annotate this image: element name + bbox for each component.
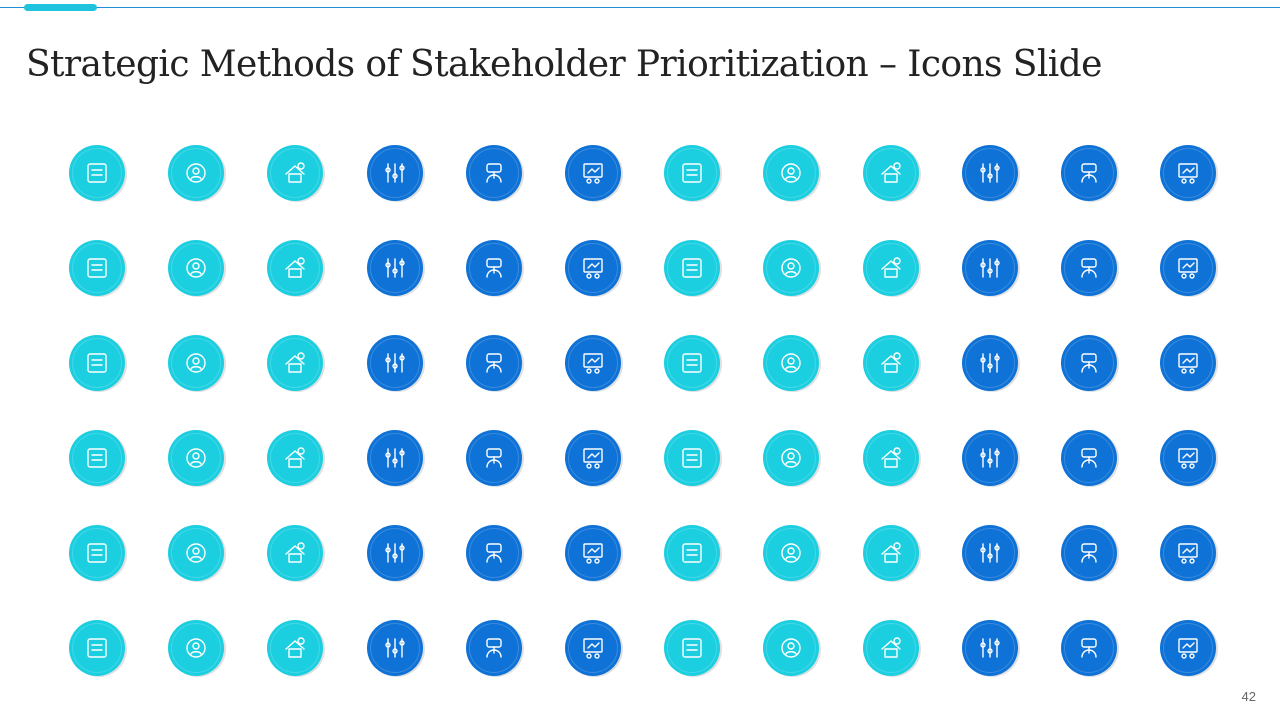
magic-wand-icon xyxy=(366,430,423,486)
top-rule-line xyxy=(0,7,1280,8)
office-building-icon xyxy=(1160,620,1217,676)
workflow-network-icon xyxy=(1061,145,1117,201)
team-in-hand-icon xyxy=(961,145,1018,201)
inbox-arrows-icon xyxy=(465,335,522,391)
gear-growth-icon xyxy=(1160,430,1217,486)
presentation-team-icon xyxy=(565,145,621,201)
list-document-icon xyxy=(664,525,721,581)
money-in-hand-icon xyxy=(1160,145,1217,201)
add-document-icon xyxy=(168,430,225,486)
calculator-report-icon xyxy=(763,525,820,581)
house-finance-icon xyxy=(267,145,324,201)
calculator-phone-icon xyxy=(961,335,1018,391)
checklist-icon xyxy=(69,430,125,486)
file-add-icon xyxy=(267,430,324,486)
bar-chart-dollar-icon xyxy=(763,430,820,486)
document-search-a-icon xyxy=(763,620,820,676)
page-number: 42 xyxy=(1241,689,1256,704)
circuit-arrows-icon xyxy=(366,145,423,201)
blueprint-gear-icon xyxy=(1061,430,1117,486)
piggy-bank-icon xyxy=(69,620,125,676)
rating-click-icon xyxy=(1061,335,1117,391)
hand-coins-icon xyxy=(664,335,721,391)
mountain-flag-icon xyxy=(1061,620,1117,676)
user-profile-icon xyxy=(168,525,225,581)
process-steps-icon xyxy=(69,240,125,296)
gear-in-hand-icon xyxy=(465,430,522,486)
financial-document-icon xyxy=(565,430,621,486)
money-bag-in-hand-icon xyxy=(862,525,919,581)
gear-person-clock-icon xyxy=(862,240,919,296)
gear-wrench-icon xyxy=(565,240,621,296)
idea-process-icon xyxy=(69,145,125,201)
stakeholder-network-icon xyxy=(168,145,225,201)
weighing-scale-icon xyxy=(465,145,522,201)
dollar-bar-chart-icon xyxy=(565,620,621,676)
scorecard-icon xyxy=(961,430,1018,486)
seo-browser-icon xyxy=(465,240,522,296)
top-accent-bar xyxy=(24,4,97,11)
browser-add-icon xyxy=(1160,240,1217,296)
target-arrow-icon xyxy=(961,620,1018,676)
growth-cycle-icon xyxy=(1160,335,1217,391)
gear-warning-icon xyxy=(862,430,919,486)
decline-warning-icon xyxy=(267,525,324,581)
focus-network-icon xyxy=(961,240,1018,296)
invoice-icon xyxy=(465,620,522,676)
meeting-board-icon xyxy=(366,335,423,391)
stopwatch-icon xyxy=(267,240,324,296)
monitor-transfer-icon xyxy=(961,525,1018,581)
shield-person-icon xyxy=(1061,240,1117,296)
eye-vision-icon xyxy=(862,620,919,676)
home-growth-icon xyxy=(862,145,919,201)
thumbs-up-badge-icon xyxy=(69,525,125,581)
person-revenue-chart-icon xyxy=(763,145,820,201)
global-team-icon xyxy=(763,335,820,391)
person-standing-icon xyxy=(366,240,423,296)
documents-stack-icon xyxy=(565,525,621,581)
mobile-report-icon xyxy=(168,240,225,296)
cloud-money-icon xyxy=(664,430,721,486)
monitor-analytics-icon xyxy=(862,335,919,391)
hands-people-icon xyxy=(168,335,225,391)
shield-growth-icon xyxy=(1061,525,1117,581)
money-bag-hand-icon xyxy=(69,335,125,391)
slide-title: Strategic Methods of Stakeholder Priorit… xyxy=(26,44,1102,85)
report-chart-icon xyxy=(366,620,423,676)
map-clock-icon xyxy=(565,335,621,391)
target-time-icon xyxy=(664,240,721,296)
growth-coins-icon xyxy=(267,620,324,676)
businessman-icon xyxy=(664,620,721,676)
property-money-icon xyxy=(366,525,423,581)
support-hands-icon xyxy=(664,145,721,201)
box-in-hands-icon xyxy=(168,620,225,676)
browser-click-icon xyxy=(763,240,820,296)
risk-gauge-icon xyxy=(465,525,522,581)
document-search-icon xyxy=(267,335,324,391)
declining-chart-icon xyxy=(1160,525,1217,581)
